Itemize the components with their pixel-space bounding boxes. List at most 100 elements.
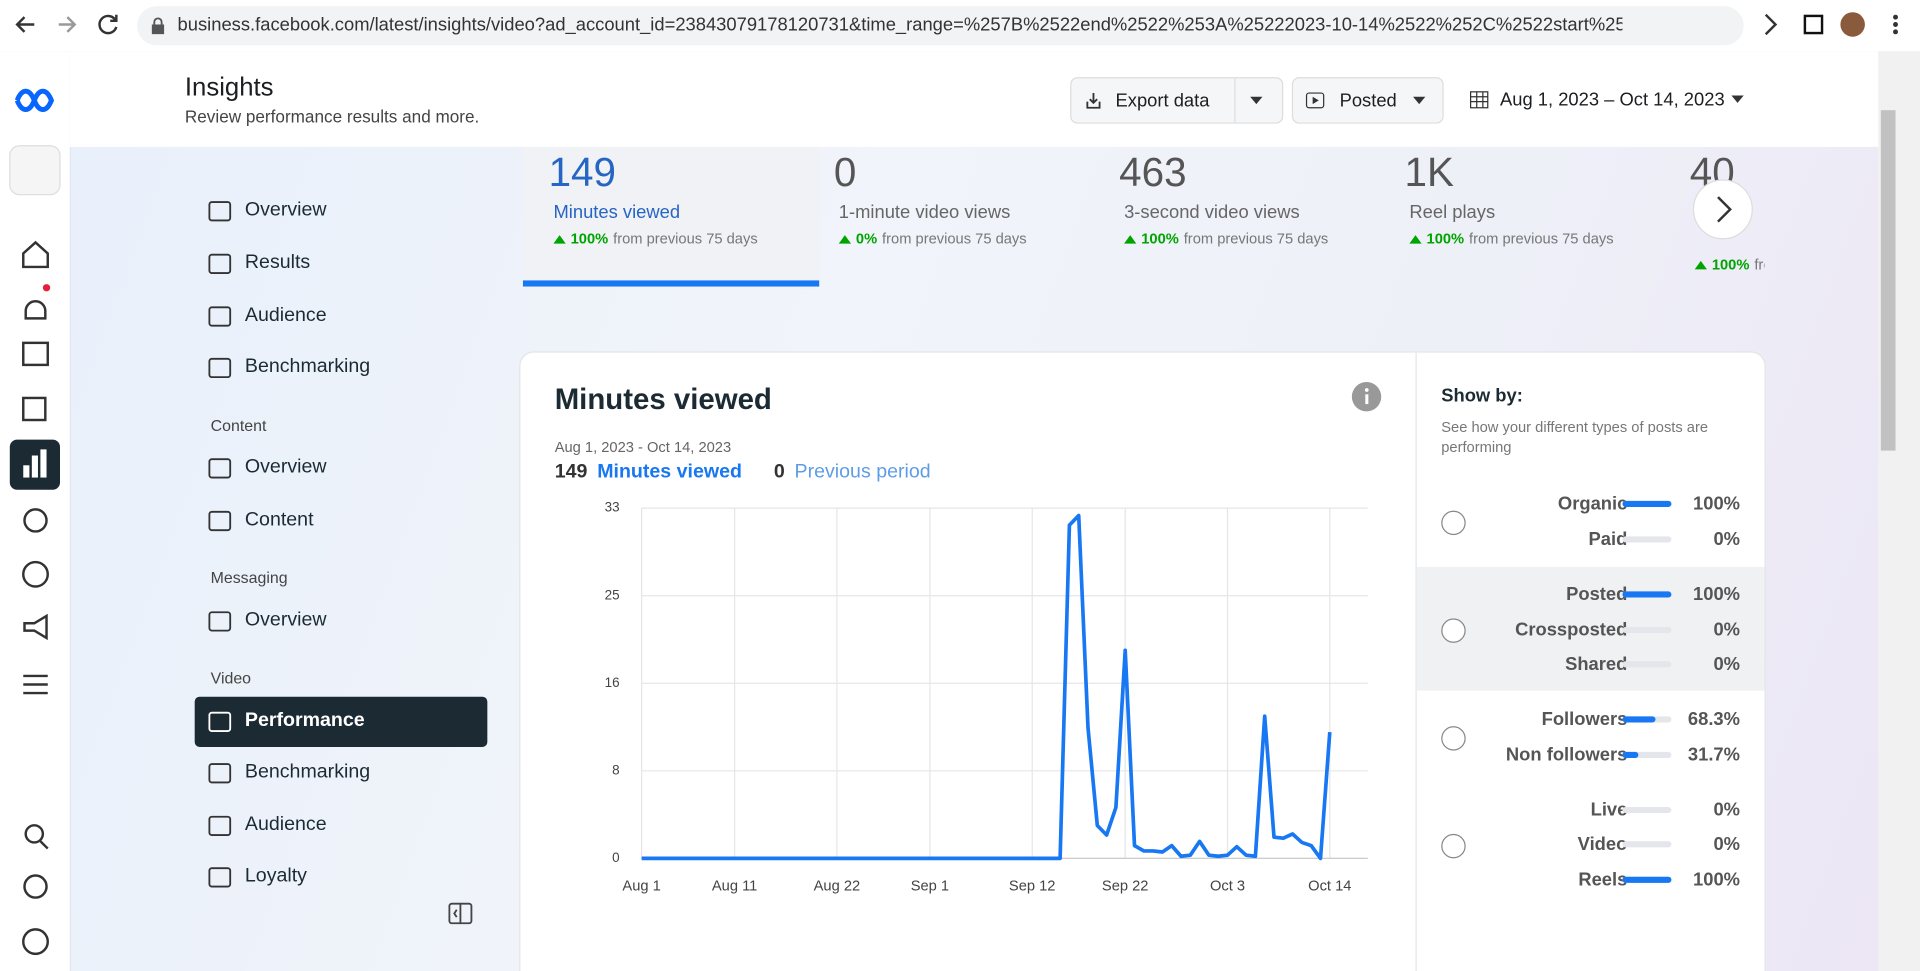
- up-arrow: [1409, 235, 1422, 244]
- metric-change: 0% from previous 75 days: [838, 230, 1027, 247]
- export-button[interactable]: Export data: [1070, 77, 1284, 124]
- nav-label: Audience: [244, 814, 327, 836]
- chart-legend: 149 Minutes viewed 0 Previous period: [555, 462, 963, 489]
- nav-item[interactable]: Content: [195, 496, 488, 546]
- breakdown-label: Reels: [1578, 869, 1628, 891]
- nav-icon: [208, 510, 232, 532]
- scroll-thumb[interactable]: [1880, 110, 1896, 451]
- nav-item[interactable]: Audience: [195, 291, 488, 341]
- breakdown-label: Shared: [1565, 653, 1628, 675]
- breakdown-label: Organic: [1557, 493, 1628, 515]
- next-button[interactable]: [1691, 179, 1755, 243]
- breakdown-value: 100%: [1693, 493, 1741, 515]
- up-arrow: [838, 235, 852, 244]
- metric-label: 1-minute video views: [838, 202, 1011, 223]
- metric-value: 149: [548, 149, 616, 195]
- rail-icons: [9, 88, 61, 956]
- breakdown-value: 100%: [1693, 584, 1741, 605]
- radio-button[interactable]: [1441, 510, 1466, 535]
- radio-button[interactable]: [1441, 833, 1466, 858]
- nav-item[interactable]: Overview: [195, 443, 488, 493]
- info-icon[interactable]: [1351, 381, 1383, 413]
- x-tick-label: Sep 22: [1102, 878, 1149, 894]
- breakdown-label: Video: [1577, 833, 1628, 855]
- video-icon: [1305, 92, 1325, 109]
- legend-name: Minutes viewed: [597, 461, 742, 483]
- export-icon: [1086, 93, 1101, 109]
- chart-subtitle: Aug 1, 2023 - Oct 14, 2023: [554, 438, 732, 456]
- nav-item[interactable]: Benchmarking: [195, 343, 488, 393]
- breakdown-value: 0%: [1713, 799, 1741, 821]
- metric-card[interactable]: 1K Reel plays 100% from previous 75 days: [1379, 147, 1675, 289]
- breakdown-bar: [1622, 500, 1672, 507]
- breakdown-label: Paid: [1588, 528, 1628, 550]
- collapse-icon[interactable]: [448, 902, 473, 925]
- nav-label: Overview: [244, 199, 327, 221]
- change-note: from previous 75 days: [613, 230, 758, 248]
- nav-label: Audience: [244, 304, 327, 326]
- up-arrow: [1694, 260, 1707, 270]
- browser-bar: business.facebook.com/latest/insights/vi…: [0, 0, 1920, 53]
- nav-icon: [208, 711, 232, 732]
- nav-icon-shape: [208, 357, 232, 379]
- chart-card: Minutes viewed Aug 1, 2023 - Oct 14, 202…: [519, 351, 1766, 971]
- metric-card[interactable]: 149 Minutes viewed 100% from previous 75 da…: [522, 146, 820, 289]
- nav-icon: [208, 357, 232, 379]
- caret: [1413, 96, 1426, 105]
- nav-icon-shape: [208, 763, 232, 784]
- legend-item[interactable]: 0 Previous period: [774, 462, 931, 483]
- bar-track: [1622, 626, 1672, 634]
- legend-name: Previous period: [794, 461, 931, 483]
- caret: [1731, 95, 1744, 103]
- breakdown-value: 0%: [1713, 619, 1741, 641]
- nav-icon-shape: [208, 253, 232, 274]
- breakdown-label: Live: [1590, 799, 1628, 821]
- metric-strip: 149 Minutes viewed 100% from previous 75 da…: [522, 146, 1764, 289]
- nav-section: Messaging: [210, 568, 288, 587]
- browser-ext-icons: [1764, 12, 1898, 37]
- nav-item[interactable]: Loyalty: [195, 852, 488, 890]
- nav-icon-shape: [208, 510, 232, 532]
- metric-card[interactable]: 0 1-minute video views 0% from previous 75 …: [808, 147, 1104, 289]
- nav-item[interactable]: Performance: [194, 696, 488, 747]
- scrollbar: [1878, 51, 1920, 971]
- metric-card[interactable]: 463 3-second video views 100% from previous…: [1093, 147, 1389, 289]
- nav-label: Results: [244, 252, 311, 274]
- nav-icon: [208, 458, 232, 479]
- legend-item[interactable]: 149 Minutes viewed: [555, 462, 742, 483]
- nav-icon-shape: [208, 815, 232, 837]
- icon-rail: [0, 51, 72, 971]
- nav-icon: [208, 815, 232, 837]
- nav-icon-shape: [208, 458, 232, 479]
- nav-item[interactable]: Overview: [195, 596, 488, 646]
- change-note: from previous 75 days: [1469, 230, 1614, 248]
- page-subtitle: Review performance results and more.: [184, 106, 480, 127]
- posted-filter[interactable]: Posted: [1291, 77, 1444, 124]
- x-tick-label: Oct 3: [1210, 878, 1245, 894]
- nav-label: Overview: [244, 609, 327, 631]
- show-by-groups: Organic 100% Paid 0% Posted 100% Crossposted 0%…: [1417, 353, 1765, 971]
- date-picker[interactable]: Aug 1, 2023 – Oct 14, 2023: [1457, 77, 1758, 121]
- radio-button[interactable]: [1441, 725, 1466, 751]
- nav-section: Content: [210, 416, 267, 435]
- nav-label: Content: [244, 509, 314, 531]
- metric-change: 100%from previous 75 days: [1124, 230, 1328, 247]
- nav-icon: [208, 201, 232, 222]
- change-value: 100%: [570, 230, 609, 248]
- nav-item[interactable]: Benchmarking: [195, 748, 488, 798]
- bar-track: [1622, 751, 1672, 758]
- export-label: Export data: [1115, 90, 1210, 112]
- nav-item[interactable]: Audience: [195, 801, 488, 851]
- nav-icon: [208, 253, 232, 274]
- address-bar[interactable]: business.facebook.com/latest/insights/vi…: [137, 6, 1744, 46]
- metric-change: 100%from previous 75 days: [1409, 230, 1614, 248]
- change-value: 100%: [1426, 230, 1465, 248]
- nav-item[interactable]: Results: [195, 239, 488, 289]
- up-arrow: [1124, 235, 1137, 244]
- nav-label: Overview: [244, 456, 327, 478]
- date-range: Aug 1, 2023 – Oct 14, 2023: [1500, 89, 1725, 111]
- y-tick-label: 16: [605, 675, 620, 690]
- radio-button[interactable]: [1441, 617, 1466, 643]
- nav-icon-shape: [208, 867, 232, 888]
- nav-item[interactable]: Overview: [195, 186, 488, 236]
